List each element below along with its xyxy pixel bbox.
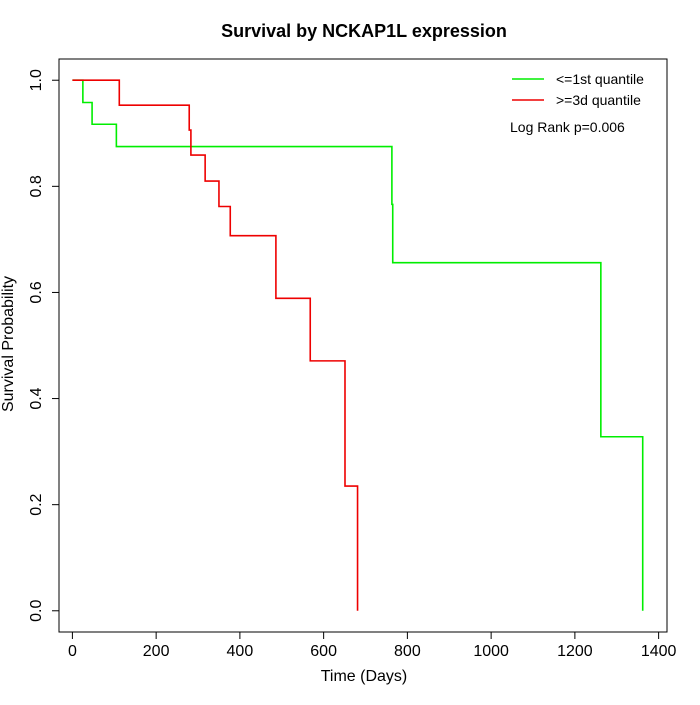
legend-label: <=1st quantile — [556, 71, 644, 87]
x-tick-label: 0 — [68, 643, 77, 660]
plot-frame — [58, 58, 668, 633]
x-axis-label: Time (Days) — [321, 668, 408, 685]
x-tick-label: 1000 — [473, 643, 509, 660]
x-tick-label: 800 — [394, 643, 421, 660]
y-tick-label: 1.0 — [28, 69, 45, 91]
y-tick-label: 0.4 — [28, 387, 45, 409]
x-tick-label: 1400 — [641, 643, 677, 660]
survival-curve-1 — [72, 79, 644, 611]
series-layer — [72, 79, 644, 611]
x-tick-label: 400 — [227, 643, 254, 660]
y-tick-label: 0.6 — [28, 281, 45, 303]
y-axis: 0.0 0.2 0.4 0.6 0.8 1.0 — [28, 69, 60, 622]
legend: <=1st quantile >=3d quantile — [512, 71, 644, 108]
y-tick-label: 0.8 — [28, 175, 45, 197]
x-tick-label: 600 — [310, 643, 337, 660]
x-axis: 0 200 400 600 800 1000 1200 1400 — [68, 631, 677, 660]
legend-label: >=3d quantile — [556, 92, 641, 108]
survival-curve-2 — [72, 79, 359, 611]
x-tick-label: 200 — [143, 643, 170, 660]
y-tick-label: 0.2 — [28, 493, 45, 515]
y-axis-label: Survival Probability — [0, 276, 17, 412]
x-tick-label: 1200 — [557, 643, 593, 660]
y-tick-label: 0.0 — [28, 600, 45, 622]
log-rank-annotation: Log Rank p=0.006 — [510, 119, 625, 135]
chart-title: Survival by NCKAP1L expression — [221, 21, 507, 41]
